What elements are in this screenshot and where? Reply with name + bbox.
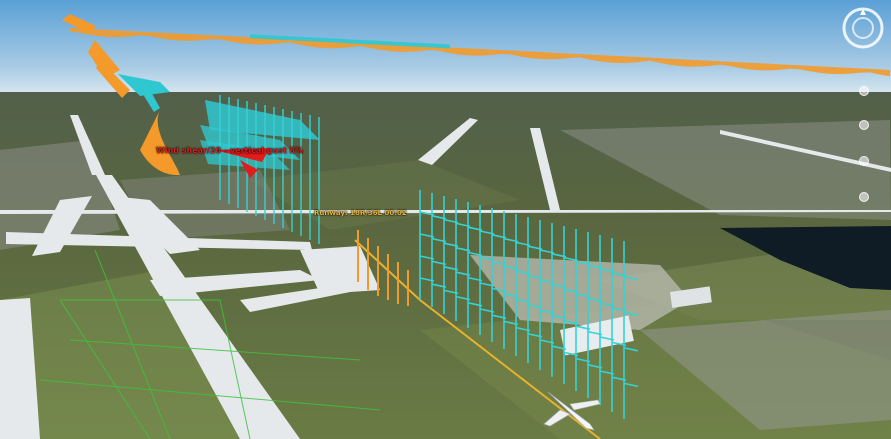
wind-profile-cyan-upper <box>250 34 450 49</box>
wind-profile-orange-low <box>357 230 409 306</box>
runways <box>0 115 891 439</box>
aircraft-icon[interactable] <box>540 384 610 434</box>
compass-icon[interactable] <box>841 6 885 50</box>
flight-track-green <box>39 249 381 439</box>
wind-curtain-barb <box>623 347 639 352</box>
wind-curtain-barb <box>623 382 639 388</box>
descent-wind-column <box>62 14 320 176</box>
zoom-out-icon[interactable] <box>859 192 869 202</box>
zoom-in-icon[interactable] <box>859 120 869 130</box>
wind-profile-orange-upper <box>70 28 890 77</box>
look-joystick-icon[interactable] <box>859 86 869 96</box>
wind-barbs-cyan-mid <box>219 95 320 244</box>
street-view-icon[interactable] <box>859 156 869 166</box>
airport-apron <box>470 255 690 330</box>
wind-shear-marker <box>215 148 270 178</box>
zoom-slider-icon[interactable] <box>855 56 871 216</box>
wind-curtain-barb <box>623 311 639 316</box>
terminal-building <box>559 315 634 356</box>
wind-curtain-cyan <box>419 190 639 419</box>
water-body <box>720 226 891 290</box>
hangar-building <box>670 286 712 308</box>
wind-curtain-barb <box>623 275 639 281</box>
